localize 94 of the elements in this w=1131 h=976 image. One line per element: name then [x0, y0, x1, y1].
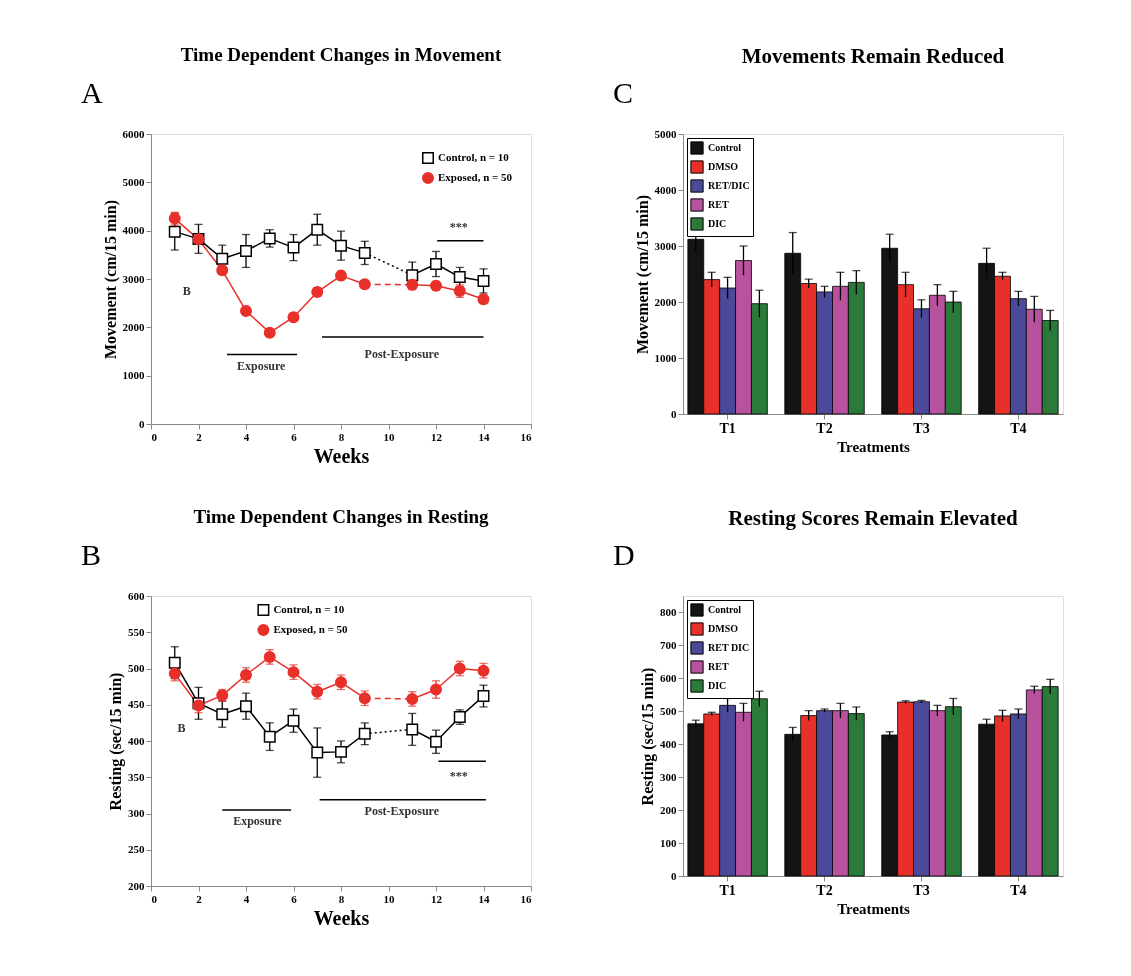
x-tick-label: 6 [291, 430, 298, 443]
annotation: Post-Exposure [364, 803, 440, 818]
y-tick-label: 450 [128, 698, 145, 711]
x-tick-label: T4 [1010, 882, 1027, 898]
legend-label: Control, n = 10 [438, 151, 510, 163]
y-tick-label: 500 [128, 662, 145, 674]
x-tick-label: T3 [913, 420, 930, 436]
text: A [81, 76, 103, 109]
y-tick-label: 0 [671, 869, 677, 882]
legend-label: DMSO [708, 623, 739, 634]
chart-title: Movements Remain Reduced [741, 44, 1005, 68]
x-axis-title: Treatments [837, 438, 911, 455]
chart-title: Resting Scores Remain Elevated [728, 506, 1019, 530]
y-tick-label: 350 [128, 770, 145, 783]
annotation: B [182, 283, 191, 298]
y-tick-label: 5000 [654, 127, 677, 140]
x-tick-label: 6 [291, 892, 298, 905]
y-tick-label: 300 [128, 807, 145, 819]
y-tick-label: 1000 [654, 351, 677, 364]
legend-label: RET [708, 661, 729, 672]
y-axis-title: Resting (sec/15 min) [107, 672, 125, 811]
legend-label: RET [708, 199, 729, 210]
legend-label: DIC [708, 680, 727, 691]
x-tick-label: 16 [520, 892, 532, 905]
annotation: Exposure [236, 359, 287, 373]
y-tick-label: 2000 [654, 295, 677, 308]
y-tick-label: 2000 [122, 320, 145, 333]
x-tick-label: 0 [151, 430, 158, 443]
y-tick-label: 600 [128, 589, 145, 602]
legend-label: Control, n = 10 [273, 603, 345, 615]
y-tick-label: 1000 [122, 369, 145, 382]
x-tick-label: 8 [338, 430, 345, 443]
legend-label: Control [708, 604, 742, 615]
y-tick-label: 5000 [122, 175, 145, 188]
legend-label: DMSO [708, 161, 739, 172]
annotation: B [177, 720, 186, 735]
x-axis-title: Weeks [313, 906, 370, 929]
y-axis-title: Movement (cm/15 min) [101, 199, 120, 360]
text: C [613, 76, 634, 109]
y-tick-label: 300 [660, 770, 677, 783]
legend-label: Exposed, n = 50 [438, 171, 513, 183]
legend-label: DIC [708, 218, 727, 229]
x-axis-title: Weeks [313, 444, 370, 467]
y-tick-label: 400 [128, 734, 145, 747]
y-tick-label: 3000 [654, 239, 677, 252]
x-tick-label: T2 [816, 420, 833, 436]
y-axis-title: Resting (sec/15 min) [639, 667, 657, 806]
x-tick-label: 4 [243, 892, 250, 905]
x-tick-label: 8 [338, 892, 345, 905]
annotation: Post-Exposure [364, 347, 440, 362]
y-axis-title: Movement (cm/15 min) [633, 194, 652, 355]
x-tick-label: 14 [478, 892, 490, 905]
x-tick-label: T1 [719, 882, 736, 898]
x-axis-title: Treatments [837, 900, 911, 917]
x-tick-label: 12 [431, 892, 443, 905]
legend-label: Control [708, 142, 742, 153]
x-tick-label: T1 [719, 420, 736, 436]
x-tick-label: T3 [913, 882, 930, 898]
y-tick-label: 800 [660, 605, 677, 618]
y-tick-label: 4000 [654, 183, 677, 196]
text: B [81, 538, 102, 571]
x-tick-label: 12 [431, 430, 443, 443]
text: D [613, 538, 635, 571]
y-tick-label: 400 [660, 737, 677, 750]
x-tick-label: 16 [520, 430, 532, 443]
y-tick-label: 550 [128, 625, 145, 638]
y-tick-label: 250 [128, 843, 145, 856]
y-tick-label: 200 [660, 803, 677, 816]
legend-label: RET/DIC [708, 180, 750, 191]
y-tick-label: 4000 [122, 224, 145, 237]
x-tick-label: T4 [1010, 420, 1027, 436]
legend-label: Exposed, n = 50 [273, 623, 349, 635]
y-tick-label: 200 [128, 879, 145, 892]
chart-title: Time Dependent Changes in Resting [193, 506, 490, 527]
y-tick-label: 3000 [122, 272, 145, 285]
annotation: *** [449, 768, 468, 783]
y-tick-label: 600 [660, 671, 677, 684]
annotation: Exposure [233, 813, 283, 828]
x-tick-label: 0 [151, 892, 158, 905]
x-tick-label: 14 [478, 430, 490, 443]
y-tick-label: 0 [671, 407, 677, 420]
y-tick-label: 6000 [122, 127, 145, 140]
chart-title: Time Dependent Changes in Movement [180, 44, 502, 65]
x-tick-label: 10 [383, 892, 395, 905]
y-tick-label: 700 [660, 638, 677, 651]
x-tick-label: T2 [816, 882, 833, 898]
x-tick-label: 10 [383, 430, 395, 443]
legend-label: RET DIC [708, 642, 750, 653]
x-tick-label: 2 [196, 892, 203, 905]
y-tick-label: 500 [660, 704, 677, 717]
annotation: *** [449, 219, 468, 234]
x-tick-label: 2 [196, 430, 203, 443]
x-tick-label: 4 [243, 430, 250, 443]
y-tick-label: 100 [660, 836, 677, 849]
